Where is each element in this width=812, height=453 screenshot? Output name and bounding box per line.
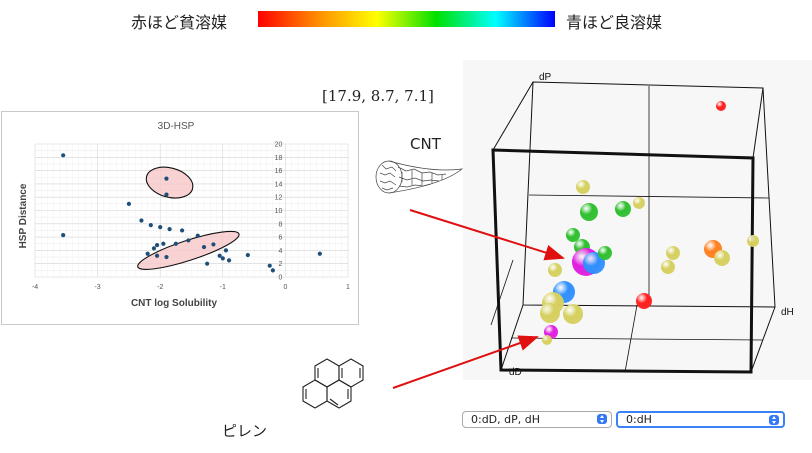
solvent-sphere	[747, 235, 759, 247]
chart-title: 3D-HSP	[158, 121, 195, 132]
y-tick-label: 14	[275, 181, 283, 188]
y-tick-label: 6	[278, 235, 282, 242]
data-point	[154, 242, 160, 248]
data-point	[145, 251, 150, 256]
solubility-color-scale	[258, 11, 555, 27]
data-point	[245, 252, 250, 258]
solvent-sphere	[661, 260, 675, 274]
solvent-sphere	[566, 228, 580, 242]
hsp-3d-plot-panel: dP dH dD	[463, 60, 812, 380]
x-tick-label: -1	[220, 284, 226, 291]
solvent-sphere	[576, 180, 590, 194]
hsp-3d-scatter-plot: dP dH dD	[490, 72, 794, 378]
pyrene-label: ピレン	[222, 422, 268, 440]
solvent-sphere	[548, 263, 562, 277]
y-axis-label: HSP Distance	[18, 183, 29, 248]
data-point	[164, 254, 169, 260]
highlight-ellipse	[137, 230, 240, 270]
projection-select-value: 0:dD, dP, dH	[471, 413, 541, 426]
data-point	[195, 233, 200, 238]
good-solvent-label: 青ほど良溶媒	[566, 13, 663, 32]
solvent-sphere	[580, 203, 598, 221]
hsp-scatter-chart-panel: -4 -3 -2 -1 0 1 0 2 4 6 8 10 12 14 16 18 20 3D-HSP CNT …	[1, 111, 359, 325]
solvent-sphere	[563, 304, 583, 324]
data-point	[201, 244, 207, 250]
solvent-sphere	[716, 101, 726, 111]
pyrene-molecule-illustration	[302, 358, 364, 409]
data-point	[61, 233, 66, 238]
poor-solvent-label: 赤ほど貧溶媒	[131, 13, 228, 32]
data-point	[173, 241, 178, 246]
y-tick-label: 4	[278, 248, 282, 255]
cnt-label: CNT	[410, 135, 441, 153]
x-tick-label: -3	[94, 284, 100, 291]
solvent-sphere	[666, 246, 680, 260]
solvent-sphere	[598, 246, 612, 260]
data-point	[61, 153, 66, 158]
data-point	[270, 268, 275, 273]
x-axis-label: CNT log Solubility	[131, 298, 218, 309]
dh-axis-label: dH	[781, 307, 794, 318]
data-point	[164, 192, 169, 197]
color-axis-select[interactable]: 0:dH	[616, 411, 785, 428]
solvent-sphere	[583, 252, 605, 274]
data-point	[217, 253, 222, 258]
x-tick-label: 0	[283, 284, 287, 291]
data-point	[317, 251, 322, 256]
y-tick-label: 0	[278, 275, 282, 282]
solvent-sphere	[540, 303, 560, 323]
solvent-sphere	[542, 335, 552, 345]
data-point	[148, 223, 153, 228]
data-point	[226, 258, 232, 263]
data-point	[139, 218, 144, 223]
y-tick-label: 2	[278, 261, 282, 268]
data-point	[220, 256, 225, 261]
data-point	[167, 227, 172, 232]
solvent-sphere	[636, 293, 652, 309]
x-tick-label: 1	[346, 284, 350, 291]
data-point	[186, 238, 191, 243]
data-point	[211, 242, 216, 247]
solvent-sphere	[615, 201, 631, 217]
data-point	[180, 228, 185, 233]
data-point	[267, 263, 272, 268]
data-point	[126, 201, 131, 206]
data-point	[151, 246, 157, 251]
y-tick-label: 10	[275, 208, 283, 215]
data-point	[158, 225, 163, 230]
front-frame	[491, 148, 755, 374]
data-point	[223, 248, 229, 253]
solvent-sphere	[714, 250, 730, 266]
x-tick-label: -2	[157, 284, 163, 291]
data-point	[161, 241, 166, 246]
chevron-updown-icon	[597, 414, 607, 424]
y-tick-label: 16	[275, 168, 283, 175]
data-point	[154, 253, 160, 258]
y-tick-label: 8	[278, 221, 282, 228]
data-point	[205, 261, 210, 266]
highlight-ellipse	[145, 166, 194, 199]
y-tick-label: 18	[275, 155, 283, 162]
carbon-nanotube-illustration	[375, 160, 464, 194]
color-axis-select-value: 0:dH	[626, 413, 652, 426]
dp-axis-label: dP	[539, 72, 552, 83]
chevron-updown-icon	[769, 415, 779, 425]
cnt-hsp-coordinates: [17.9, 8.7, 7.1]	[322, 87, 434, 105]
dd-axis-label: dD	[509, 367, 522, 378]
data-point	[164, 176, 169, 181]
y-tick-label: 20	[275, 142, 283, 149]
y-tick-label: 12	[275, 195, 283, 202]
projection-select[interactable]: 0:dD, dP, dH	[462, 411, 612, 428]
hsp-scatter-chart: -4 -3 -2 -1 0 1 0 2 4 6 8 10 12 14 16 18 20 3D-HSP CNT …	[18, 121, 350, 309]
solvent-sphere	[633, 197, 645, 209]
x-tick-label: -4	[32, 284, 38, 291]
